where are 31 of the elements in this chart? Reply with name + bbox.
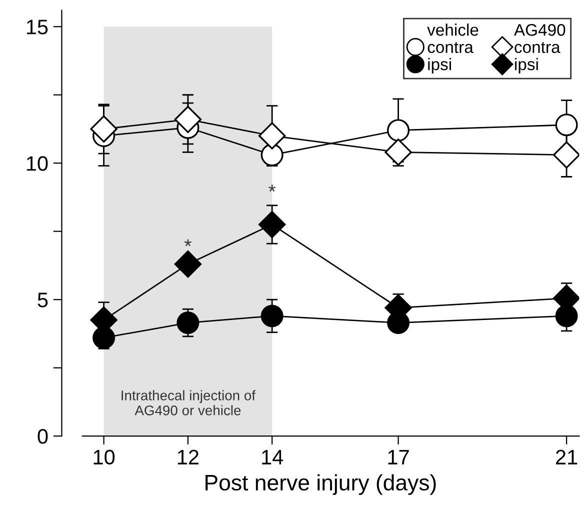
legend-label: contra [428, 42, 474, 54]
point [258, 122, 286, 150]
point [258, 210, 286, 238]
x-tick-label: 17 [388, 450, 409, 464]
legend-label: contra [514, 42, 560, 54]
annotation: * [268, 184, 276, 192]
legend-label: ipsi [515, 58, 538, 74]
x-tick-label: 10 [94, 450, 115, 465]
point [174, 250, 202, 278]
annotation: vehicle [427, 24, 478, 36]
annotation: AG490 [514, 24, 566, 36]
x-tick-label: 21 [556, 450, 578, 464]
point [260, 144, 284, 166]
y-tick-label: 15 [26, 20, 48, 34]
point [387, 119, 410, 142]
point [555, 114, 578, 136]
point [176, 312, 200, 334]
point [552, 141, 580, 169]
band-label: Intrathecal injection of AG490 or vehicle [122, 390, 256, 416]
legend-label: ipsi [428, 58, 451, 74]
y-tick-label: 5 [38, 292, 48, 308]
point [260, 304, 284, 328]
y-tick-label: 10 [26, 156, 48, 171]
point [384, 138, 412, 166]
y-tick-label: 0 [38, 429, 48, 444]
point [174, 106, 202, 134]
point [90, 115, 118, 143]
x-axis-title: Post nerve injury (days) [206, 474, 436, 495]
annotation: * [184, 239, 192, 246]
x-tick-label: 14 [262, 450, 284, 464]
x-tick-label: 12 [178, 450, 198, 464]
